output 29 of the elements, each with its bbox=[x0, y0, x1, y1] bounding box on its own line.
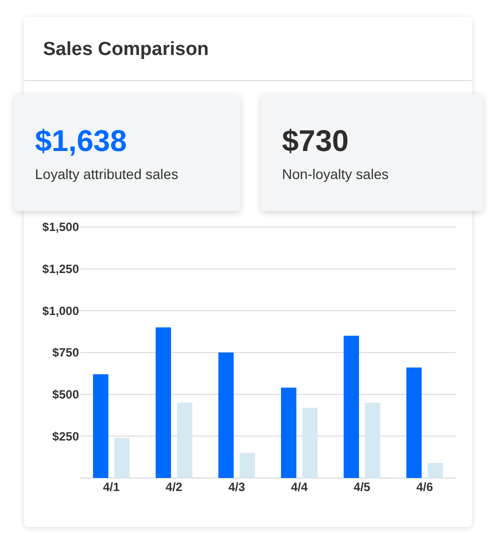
bar bbox=[406, 368, 422, 478]
bar bbox=[364, 402, 380, 478]
bar bbox=[93, 374, 108, 478]
x-tick-label: 4/4 bbox=[290, 480, 308, 494]
bar bbox=[240, 452, 255, 478]
y-tick-label: $1,000 bbox=[42, 304, 80, 318]
bar bbox=[344, 336, 360, 478]
y-tick-label: $750 bbox=[52, 346, 80, 360]
text: $1,638 bbox=[35, 124, 127, 160]
bar bbox=[176, 402, 192, 478]
y-tick-label: $500 bbox=[52, 388, 80, 402]
bar bbox=[428, 462, 443, 478]
chart-title: Sales Comparison bbox=[43, 38, 209, 62]
x-tick-label: 4/3 bbox=[228, 480, 246, 494]
bar bbox=[281, 388, 296, 478]
x-tick-label: 4/1 bbox=[102, 480, 120, 494]
x-tick-label: 4/6 bbox=[416, 480, 434, 494]
y-tick-label: $250 bbox=[52, 429, 80, 444]
text: $730 bbox=[282, 124, 349, 160]
y-tick-label: $1,250 bbox=[42, 262, 80, 276]
x-tick-label: 4/5 bbox=[354, 480, 371, 494]
y-tick-label: $1,500 bbox=[42, 220, 80, 234]
bar bbox=[156, 327, 172, 478]
bar bbox=[114, 438, 130, 478]
x-tick-label: 4/2 bbox=[166, 480, 183, 494]
bar bbox=[302, 408, 318, 478]
text: Non-loyalty sales bbox=[282, 165, 389, 183]
bar bbox=[218, 352, 234, 478]
text: Loyalty attributed sales bbox=[35, 165, 178, 183]
